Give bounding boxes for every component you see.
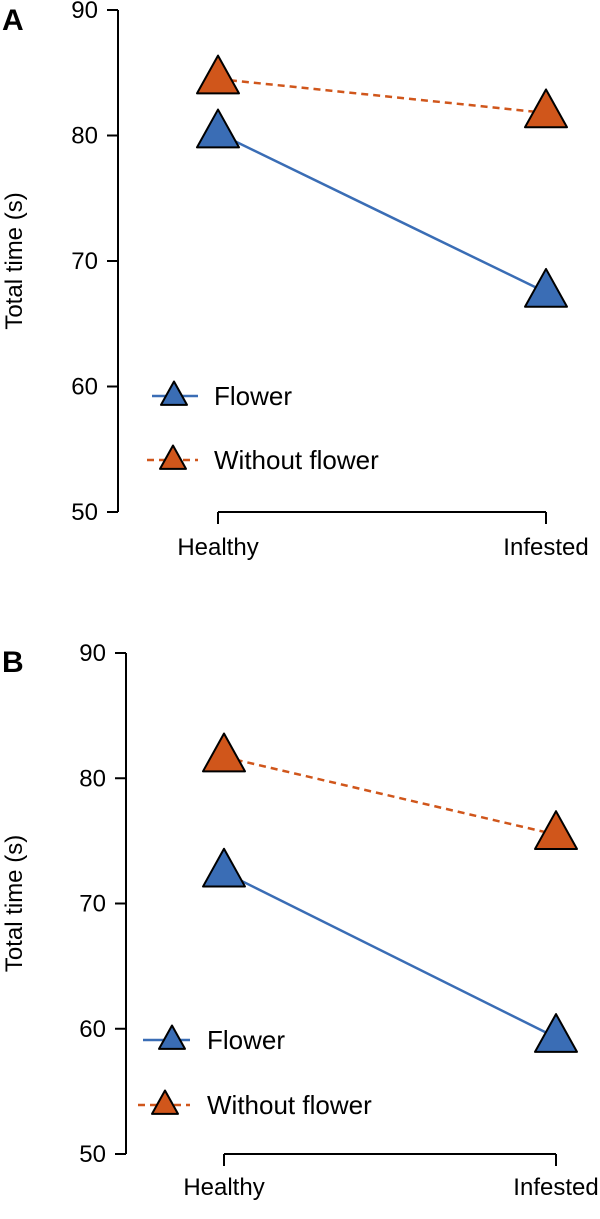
y-tick-label: 70 <box>71 248 98 275</box>
chart-panel-a: A 50 60 70 80 90 Total time (s) Healthy Infested… <box>1 0 589 561</box>
y-tick-label: 70 <box>79 891 106 918</box>
series-line <box>217 131 547 294</box>
legend-marker <box>151 1089 179 1115</box>
legend-label: Flower <box>214 381 292 411</box>
y-tick-label: 60 <box>79 1016 106 1043</box>
y-tick-label: 90 <box>71 0 98 24</box>
x-tick-label: Infested <box>503 534 588 561</box>
legend-marker <box>158 1024 186 1050</box>
legend-label: Flower <box>207 1025 285 1055</box>
y-tick-label: 60 <box>71 374 98 401</box>
panel-letter: B <box>2 646 24 679</box>
x-tick-label: Healthy <box>177 534 258 561</box>
panel-letter: A <box>2 4 24 37</box>
data-point-marker <box>196 54 240 95</box>
chart-panel-b: B 50 60 70 80 90 Total time (s) Healthy Infested… <box>1 640 599 1201</box>
data-point-marker <box>202 847 246 888</box>
y-tick-label: 50 <box>79 1141 106 1168</box>
data-point-marker <box>202 732 246 773</box>
y-tick-label: 80 <box>79 765 106 792</box>
data-point-marker <box>534 810 578 850</box>
legend-label: Without flower <box>214 445 379 475</box>
legend-marker <box>159 444 187 470</box>
legend-marker <box>160 380 188 406</box>
data-point-marker <box>524 88 568 129</box>
series-line <box>223 871 557 1039</box>
y-axis-label: Total time (s) <box>1 192 28 329</box>
data-point-marker <box>534 1013 578 1053</box>
data-point-marker <box>196 108 240 149</box>
y-tick-label: 50 <box>71 499 98 526</box>
data-point-marker <box>524 267 568 308</box>
legend-label: Without flower <box>207 1090 372 1120</box>
y-tick-label: 80 <box>71 123 98 150</box>
series-line <box>223 755 557 836</box>
x-tick-label: Infested <box>513 1174 598 1201</box>
series-line <box>217 77 547 115</box>
y-tick-label: 90 <box>79 640 106 667</box>
y-axis-label: Total time (s) <box>1 835 28 972</box>
x-tick-label: Healthy <box>183 1174 264 1201</box>
